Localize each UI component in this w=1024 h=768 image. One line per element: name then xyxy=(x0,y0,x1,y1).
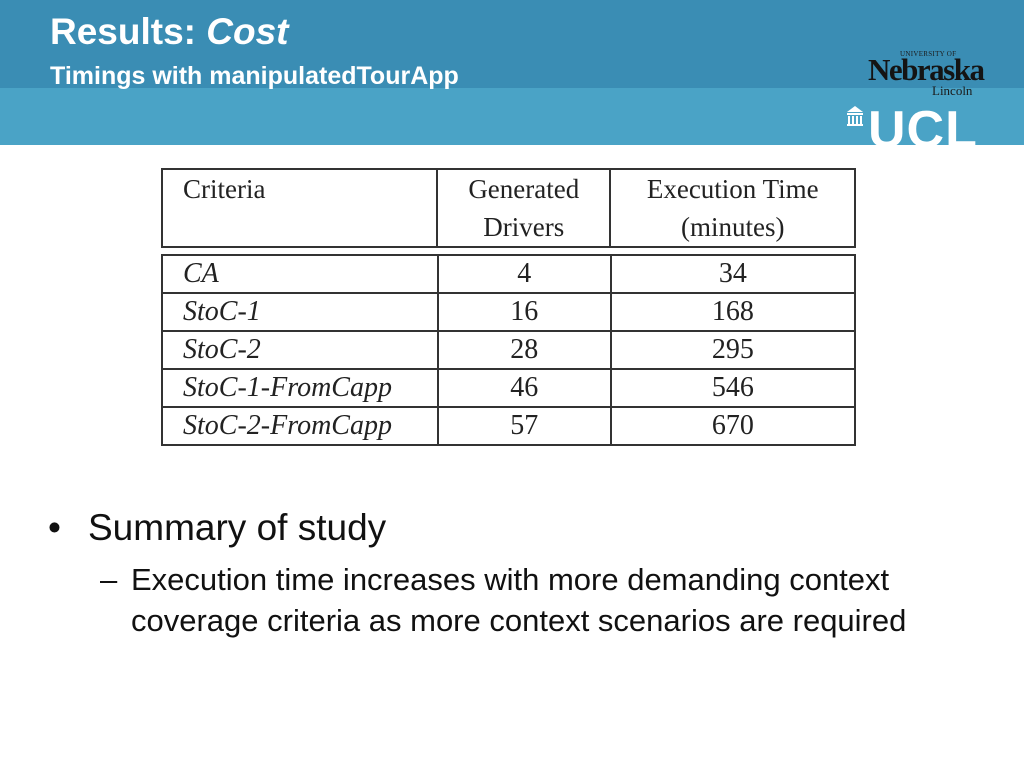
nebraska-logo-univ: UNIVERSITY OF xyxy=(900,50,957,58)
table-row: CA 4 34 xyxy=(161,254,857,294)
header-time-line-2: (minutes) xyxy=(680,212,785,242)
cell-time: 168 xyxy=(609,292,857,332)
header-criteria-line: Criteria xyxy=(183,174,266,204)
sub-bullet-dash-icon: – xyxy=(100,562,118,597)
sub-bullet-item: – Execution time increases with more dem… xyxy=(100,559,971,641)
header-execution-time: Execution Time (minutes) xyxy=(609,168,856,248)
header-drivers-line-1: Generated xyxy=(468,174,580,204)
header-time-line-1: Execution Time xyxy=(646,174,819,204)
table-row: StoC-2-FromCapp 57 670 xyxy=(161,406,857,446)
portico-icon xyxy=(847,106,863,126)
header-drivers-line-2: Drivers xyxy=(483,212,565,242)
slide-title: Results: Cost xyxy=(50,10,289,54)
cell-drivers: 4 xyxy=(436,254,612,294)
bullet-text: Summary of study xyxy=(88,507,387,548)
cell-criteria: CA xyxy=(161,254,439,294)
cell-drivers: 46 xyxy=(436,368,612,408)
header-generated-drivers: Generated Drivers xyxy=(436,168,612,248)
cell-time: 295 xyxy=(609,330,857,370)
nebraska-logo: UNIVERSITY OF Nebraska Lincoln xyxy=(868,50,985,98)
header-criteria: Criteria xyxy=(160,168,439,248)
slide-subtitle: Timings with manipulatedTourApp xyxy=(50,62,459,90)
nebraska-logo-word: Nebraska xyxy=(868,52,985,87)
cell-time: 670 xyxy=(609,406,857,446)
table-body: CA 4 34 StoC-1 16 168 StoC-2 28 295 StoC… xyxy=(161,254,857,446)
cell-time: 546 xyxy=(609,368,857,408)
ucl-logo: UCL xyxy=(846,100,996,145)
bullet-dot-icon: • xyxy=(48,507,61,548)
table-row: StoC-1-FromCapp 46 546 xyxy=(161,368,857,408)
nebraska-logo-city: Lincoln xyxy=(932,83,973,98)
title-prefix: Results: xyxy=(50,11,207,52)
header-band: Results: Cost Timings with manipulatedTo… xyxy=(0,0,1024,145)
header-band-top xyxy=(0,0,1024,88)
title-emphasis: Cost xyxy=(206,11,289,52)
cell-criteria: StoC-2 xyxy=(161,330,439,370)
cell-criteria: StoC-2-FromCapp xyxy=(161,406,439,446)
cell-time: 34 xyxy=(609,254,857,294)
cell-drivers: 57 xyxy=(436,406,612,446)
bullet-item: • Summary of study xyxy=(48,505,988,551)
cell-criteria: StoC-1-FromCapp xyxy=(161,368,439,408)
cell-drivers: 28 xyxy=(436,330,612,370)
table-header: Criteria Generated Drivers Execution Tim… xyxy=(160,168,856,248)
results-table: Criteria Generated Drivers Execution Tim… xyxy=(160,168,857,446)
ucl-logo-word: UCL xyxy=(868,101,978,145)
sub-bullet-text: Execution time increases with more deman… xyxy=(131,562,907,638)
cell-criteria: StoC-1 xyxy=(161,292,439,332)
cell-drivers: 16 xyxy=(436,292,612,332)
table-row: StoC-2 28 295 xyxy=(161,330,857,370)
bullet-list: • Summary of study – Execution time incr… xyxy=(48,505,988,641)
table-row: StoC-1 16 168 xyxy=(161,292,857,332)
